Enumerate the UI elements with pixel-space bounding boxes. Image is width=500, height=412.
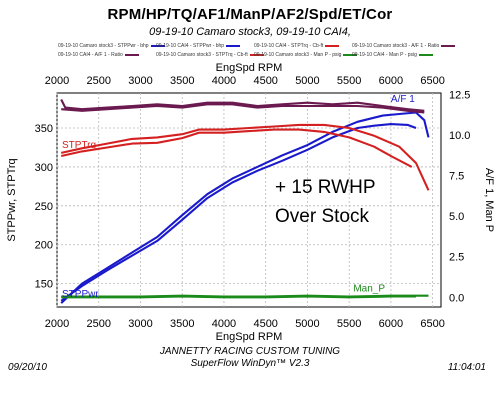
legend-entry-label: 09-19-10 CAI4 - STPTrq - Cb-ft (254, 43, 324, 49)
legend-entry: 09-19-10 CAI4 - A/F 1 - Ratio (58, 52, 139, 58)
y-tick-label-left: 250 (35, 201, 53, 213)
legend-entry-label: 09-19-10 CAI4 - STPPwr - bhp (156, 43, 225, 49)
curve-label-torque: STPTrq (62, 140, 96, 151)
x-tick-label-top: 5500 (337, 75, 361, 87)
x-tick-label-top: 4500 (253, 75, 277, 87)
legend-swatch (343, 53, 358, 56)
legend-entry-label: 09-19-10 Camaro stock3 - Man P - psig (254, 52, 342, 58)
x-tick-label-bottom: 2500 (86, 318, 110, 330)
x-axis-label-bottom: EngSpd RPM (216, 331, 283, 343)
series-line-stptrq-3 (60, 128, 413, 168)
series-layer (60, 99, 430, 304)
y-tick-label-right: 10.0 (449, 130, 470, 142)
legend-entry: 09-19-10 Camaro stock3 - STPPwr - bhp (58, 43, 165, 49)
legend-entry-label: 09-19-10 Camaro stock3 - STPTrq - Cb-ft (156, 52, 248, 58)
x-tick-label-bottom: 4500 (253, 318, 277, 330)
x-tick-label-bottom: 4000 (212, 318, 236, 330)
legend-swatch (150, 44, 165, 47)
legend-swatch (441, 44, 456, 47)
y-tick-label-right: 12.5 (449, 90, 470, 102)
legend-entry-label: 09-19-10 CAI4 - A/F 1 - Ratio (58, 52, 123, 58)
y-tick-label-left: 300 (35, 162, 53, 174)
series-line-stppwr-1 (60, 123, 417, 302)
legend-swatch (124, 53, 139, 56)
legend-swatch (325, 44, 340, 47)
curve-label-manp: Man_P (353, 283, 385, 294)
series-line-a-f-1-5 (61, 103, 425, 114)
x-tick-label-top: 3500 (170, 75, 194, 87)
legend-entry: 09-19-10 CAI4 - STPPwr - bhp (156, 43, 241, 49)
annotation-line-1: + 15 RWHP (275, 177, 376, 198)
y-tick-label-left: 350 (35, 123, 53, 135)
y-tick-label-right: 5.0 (449, 211, 464, 223)
y-tick-label-right: 2.5 (449, 252, 464, 264)
y-tick-label-right: 7.5 (449, 171, 464, 183)
y-axis-label-left: STPPwr, STPTrq (6, 158, 18, 241)
x-tick-label-bottom: 3000 (128, 318, 152, 330)
legend-swatch (418, 53, 433, 56)
curve-label-af: A/F 1 (391, 94, 415, 105)
legend-entry-label: 09-19-10 CAI4 - Man P - psig (352, 52, 417, 58)
y-tick-label-right: 0.0 (449, 292, 464, 304)
legend-entry-label: 09-19-10 Camaro stock3 - STPPwr - bhp (58, 43, 149, 49)
legend-entry: 09-19-10 CAI4 - Man P - psig (352, 52, 433, 58)
footer-time: 11:04:01 (447, 362, 486, 373)
x-tick-label-top: 4000 (212, 75, 236, 87)
annotation-line-2: Over Stock (275, 206, 369, 227)
shop-name: JANNETTY RACING CUSTOM TUNING (159, 346, 341, 357)
y-tick-label-left: 150 (35, 279, 53, 291)
y-tick-label-left: 200 (35, 240, 53, 252)
legend-entry: 09-19-10 Camaro stock3 - A/F 1 - Ratio (352, 43, 456, 49)
x-tick-label-bottom: 6500 (420, 318, 444, 330)
legend-entry-label: 09-19-10 Camaro stock3 - A/F 1 - Ratio (352, 43, 440, 49)
x-tick-label-bottom: 6000 (379, 318, 403, 330)
x-tick-label-bottom: 5500 (337, 318, 361, 330)
x-tick-label-bottom: 5000 (295, 318, 319, 330)
x-tick-label-top: 2000 (45, 75, 69, 87)
legend-entry: 09-19-10 Camaro stock3 - STPTrq - Cb-ft (156, 52, 264, 58)
legend-swatch (249, 53, 264, 56)
curve-label-power: STPPwr (62, 289, 99, 300)
series-line-stppwr-0 (60, 111, 430, 304)
software-name: SuperFlow WinDyn™ V2.3 (190, 358, 310, 369)
series-line-a-f-1-4 (60, 99, 425, 112)
x-axis-label-top: EngSpd RPM (216, 62, 283, 74)
series-line-man-p-7 (61, 295, 416, 299)
chart-subtitle: 09-19-10 Camaro stock3, 09-19-10 CAI4, (149, 26, 351, 38)
x-tick-label-bottom: 2000 (45, 318, 69, 330)
y-axis-label-right: A/F 1, Man P (483, 168, 495, 232)
x-tick-label-bottom: 3500 (170, 318, 194, 330)
x-tick-label-top: 2500 (86, 75, 110, 87)
chart-title: RPM/HP/TQ/AF1/ManP/AF2/Spd/ET/Cor (107, 6, 393, 23)
x-tick-label-top: 6500 (420, 75, 444, 87)
x-tick-label-top: 5000 (295, 75, 319, 87)
tick-layer: 2000 2000 2500 2500 3000 3000 3500 3500 4000 4000… (35, 75, 471, 330)
footer-date: 09/20/10 (8, 362, 47, 373)
x-tick-label-top: 6000 (379, 75, 403, 87)
x-tick-label-top: 3000 (128, 75, 152, 87)
legend-entry: 09-19-10 Camaro stock3 - Man P - psig (254, 52, 358, 58)
legend-entry: 09-19-10 CAI4 - STPTrq - Cb-ft (254, 43, 340, 49)
series-line-stptrq-2 (60, 123, 430, 191)
legend-swatch (226, 44, 241, 47)
